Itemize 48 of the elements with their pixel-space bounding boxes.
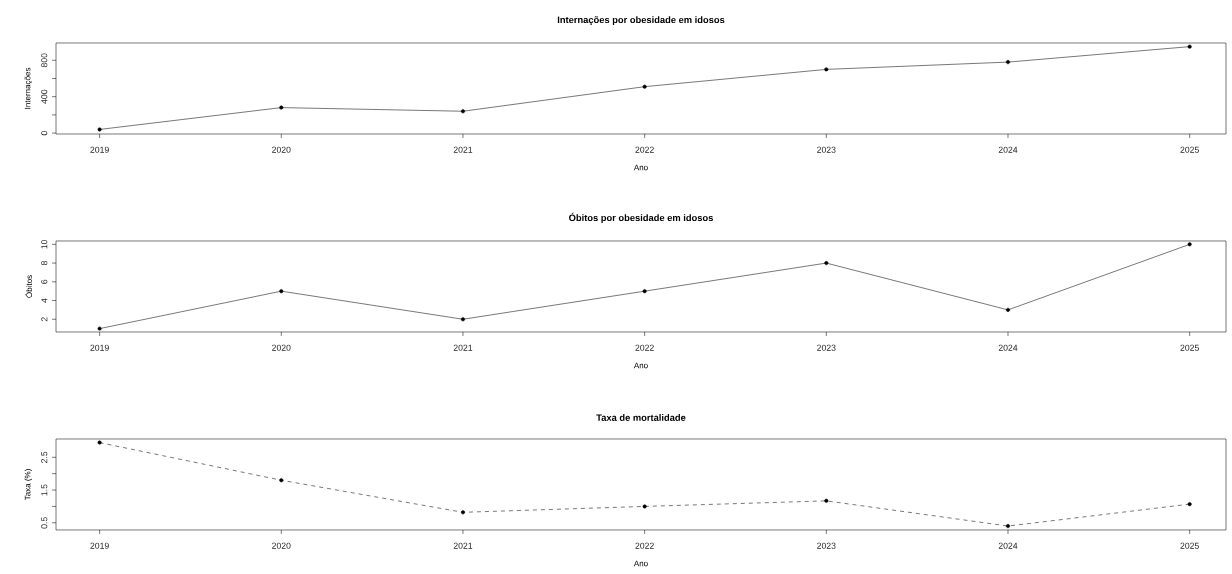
point [824,498,829,503]
chart-title: Internações por obesidade em idosos [557,16,725,25]
y-tick-label: 800 [41,53,48,68]
y-axis-title: Internações [24,67,33,109]
x-tick-label: 2021 [453,146,473,153]
y-axis-title: Óbitos [24,275,33,298]
x-axis-title: Ano [633,560,648,567]
point [1187,502,1192,507]
y-tick-label: 4 [41,298,48,303]
x-tick-label: 2023 [817,344,836,351]
chart-title: Taxa de mortalidade [596,414,686,421]
y-tick-label: 2.5 [41,451,48,463]
y-tick-label: 0.5 [41,517,48,529]
point [1005,524,1010,529]
point [642,504,647,509]
x-tick-label: 2020 [272,344,291,351]
x-axis-title: Ano [633,362,648,369]
x-tick-label: 2024 [998,146,1018,153]
point [460,510,465,515]
x-axis-title: Ano [633,164,648,171]
y-tick-label: 1.5 [41,484,48,496]
chart-title: Óbitos por obesidade em idosos [569,212,713,223]
x-tick-label: 2019 [90,344,109,351]
x-tick-label: 2022 [635,344,654,351]
x-tick-label: 2024 [998,344,1018,351]
y-axis-title: Taxa (%) [24,469,33,501]
y-tick-label: 0 [41,131,48,136]
point [97,440,102,445]
x-tick-label: 2020 [272,542,291,549]
x-tick-label: 2023 [817,542,836,549]
x-tick-label: 2019 [90,542,109,549]
x-tick-label: 2019 [90,146,109,153]
x-tick-label: 2024 [998,542,1018,549]
x-tick-label: 2020 [272,146,291,153]
x-tick-label: 2021 [453,542,473,549]
x-tick-label: 2023 [817,146,836,153]
y-tick-label: 6 [41,279,48,284]
y-tick-label: 8 [41,261,48,266]
y-tick-label: 2 [41,317,48,322]
x-tick-label: 2025 [1180,146,1199,153]
point [279,478,284,483]
y-tick-label: 10 [41,239,48,249]
x-tick-label: 2025 [1180,344,1199,351]
x-tick-label: 2022 [635,542,654,549]
x-tick-label: 2022 [635,146,654,153]
x-tick-label: 2025 [1180,542,1199,549]
x-tick-label: 2021 [453,344,473,351]
y-tick-label: 400 [41,89,48,104]
